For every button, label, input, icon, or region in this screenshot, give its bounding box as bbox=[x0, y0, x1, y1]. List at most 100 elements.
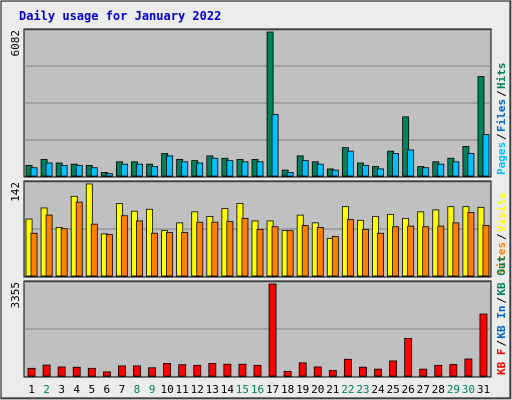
bar-pages-day-14 bbox=[226, 160, 234, 177]
legend-hits-files-pages: Pages/Files/Hits bbox=[495, 63, 508, 176]
bar-sites-day-2 bbox=[45, 214, 53, 277]
bar-hits-day-31 bbox=[477, 76, 485, 177]
bar-pages-day-26 bbox=[407, 149, 415, 177]
y-max-label: 6082 bbox=[9, 30, 22, 57]
bar-kb-f-day-1 bbox=[27, 367, 36, 377]
bar-sites-day-8 bbox=[136, 220, 143, 277]
bar-pages-day-28 bbox=[437, 163, 445, 177]
legend-item-kb-out: KB Out bbox=[495, 256, 508, 296]
legend-separator: / bbox=[495, 133, 508, 140]
bar-pages-day-1 bbox=[30, 167, 38, 177]
bar-pages-day-22 bbox=[346, 150, 354, 177]
bar-pages-day-4 bbox=[75, 164, 83, 177]
bar-sites-day-1 bbox=[30, 232, 38, 277]
bar-kb-f-day-22 bbox=[343, 358, 352, 377]
bar-sites-day-21 bbox=[331, 236, 339, 277]
legend-separator: / bbox=[495, 90, 508, 97]
legend-item-files: Files bbox=[495, 99, 508, 132]
day-label-2: 2 bbox=[43, 383, 50, 396]
legend-item-kb-in: KB In bbox=[495, 305, 508, 338]
bar-kb-f-day-14 bbox=[223, 363, 232, 377]
bar-kb-f-day-28 bbox=[434, 364, 443, 377]
bar-kb-f-day-21 bbox=[328, 370, 337, 377]
bar-kb-f-day-3 bbox=[57, 366, 66, 377]
bar-sites-day-18 bbox=[286, 230, 294, 277]
bar-kb-f-day-20 bbox=[313, 366, 322, 377]
bar-pages-day-15 bbox=[241, 161, 249, 177]
bar-pages-day-7 bbox=[120, 163, 128, 177]
bar-kb-f-day-6 bbox=[102, 371, 111, 377]
day-label-23: 23 bbox=[356, 383, 369, 396]
bar-sites-day-30 bbox=[467, 212, 475, 277]
bar-sites-day-23 bbox=[362, 228, 369, 277]
day-label-21: 21 bbox=[326, 383, 339, 396]
bar-sites-day-9 bbox=[151, 232, 158, 277]
bar-sites-day-28 bbox=[437, 225, 445, 277]
day-label-17: 17 bbox=[266, 383, 279, 396]
bar-sites-day-15 bbox=[241, 217, 249, 277]
bar-kb-f-day-31 bbox=[479, 313, 488, 377]
bar-kb-f-day-26 bbox=[404, 338, 413, 377]
day-label-18: 18 bbox=[281, 383, 294, 396]
bar-pages-day-10 bbox=[166, 155, 174, 177]
bar-kb-f-day-23 bbox=[359, 366, 367, 377]
bar-sites-day-20 bbox=[316, 227, 324, 277]
day-label-6: 6 bbox=[104, 383, 111, 396]
bar-pages-day-9 bbox=[151, 166, 158, 177]
bar-kb-f-day-2 bbox=[42, 364, 51, 377]
bar-pages-day-23 bbox=[362, 164, 369, 177]
bar-kb-f-day-25 bbox=[389, 360, 398, 377]
bar-pages-day-19 bbox=[301, 160, 309, 177]
bar-kb-f-day-5 bbox=[87, 367, 96, 377]
bar-pages-day-13 bbox=[211, 157, 219, 177]
y-max-label: 3355 bbox=[9, 282, 22, 309]
bar-kb-f-day-8 bbox=[133, 365, 141, 377]
bar-kb-f-day-27 bbox=[419, 368, 428, 377]
bar-pages-day-31 bbox=[482, 134, 490, 177]
bar-sites-day-24 bbox=[377, 232, 384, 277]
bar-kb-f-day-11 bbox=[178, 364, 187, 377]
day-label-9: 9 bbox=[149, 383, 156, 396]
bar-sites-day-12 bbox=[196, 221, 204, 277]
bar-sites-day-17 bbox=[271, 226, 279, 277]
bar-hits-day-26 bbox=[402, 116, 410, 177]
bar-pages-day-5 bbox=[90, 167, 98, 177]
day-label-27: 27 bbox=[417, 383, 430, 396]
panel-hits-files-pages: 6082 bbox=[9, 28, 492, 178]
day-label-13: 13 bbox=[206, 383, 219, 396]
bar-kb-f-day-17 bbox=[268, 283, 277, 377]
bar-pages-day-29 bbox=[452, 161, 460, 177]
day-label-31: 31 bbox=[477, 383, 490, 396]
legend-item-kb-f: KB F bbox=[495, 349, 508, 376]
bar-kb-f-day-7 bbox=[117, 365, 126, 377]
bar-sites-day-14 bbox=[226, 221, 234, 277]
day-label-30: 30 bbox=[462, 383, 475, 396]
bar-sites-day-22 bbox=[346, 219, 354, 277]
bar-sites-day-27 bbox=[422, 226, 430, 277]
bar-pages-day-30 bbox=[467, 153, 475, 177]
bar-pages-day-12 bbox=[196, 162, 204, 177]
bar-sites-day-5 bbox=[90, 223, 98, 277]
bar-sites-day-25 bbox=[392, 226, 400, 277]
day-label-10: 10 bbox=[160, 383, 173, 396]
bar-pages-day-2 bbox=[45, 162, 53, 177]
legend-kbytes: KB F/KB In/KB Out bbox=[495, 256, 508, 375]
bar-pages-day-18 bbox=[286, 172, 294, 177]
bar-kb-f-day-30 bbox=[464, 358, 473, 377]
bar-kb-f-day-12 bbox=[193, 364, 202, 377]
day-label-3: 3 bbox=[58, 383, 65, 396]
bar-sites-day-7 bbox=[120, 215, 128, 277]
bar-pages-day-3 bbox=[60, 164, 68, 177]
legend-item-hits: Hits bbox=[495, 63, 508, 90]
bar-sites-day-31 bbox=[482, 225, 490, 277]
day-label-16: 16 bbox=[251, 383, 264, 396]
bar-sites-day-4 bbox=[75, 201, 83, 277]
bar-kb-f-day-4 bbox=[72, 366, 81, 377]
legend-item-visits: Visits bbox=[495, 192, 508, 232]
bar-pages-day-17 bbox=[271, 114, 279, 177]
day-label-1: 1 bbox=[28, 383, 35, 396]
bar-kb-f-day-18 bbox=[283, 370, 292, 377]
bar-pages-day-27 bbox=[422, 167, 430, 177]
day-label-7: 7 bbox=[119, 383, 126, 396]
